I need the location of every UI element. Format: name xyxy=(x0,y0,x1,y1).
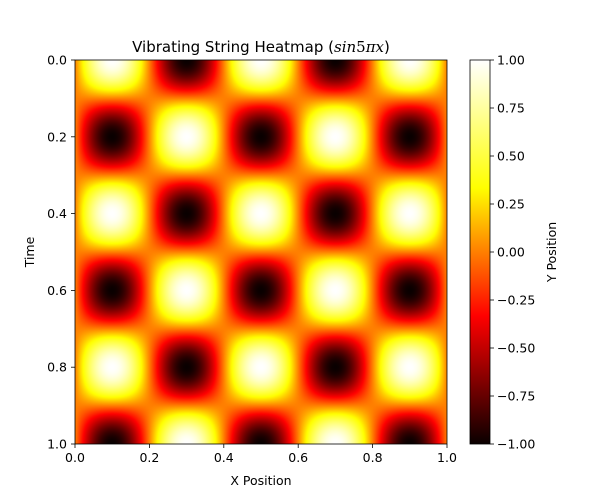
y-tick-label: 0.6 xyxy=(47,283,67,298)
colorbar xyxy=(469,59,491,445)
colorbar-tick-label: −0.50 xyxy=(497,341,535,356)
heatmap-plot-area xyxy=(74,59,448,445)
title-prefix: Vibrating String Heatmap ( xyxy=(132,38,334,56)
x-tick-label: 0.6 xyxy=(288,450,308,465)
x-tick-label: 0.8 xyxy=(363,450,383,465)
x-tick-label: 0.4 xyxy=(214,450,234,465)
colorbar-gradient-bar xyxy=(470,60,490,444)
colorbar-tick-label: −1.00 xyxy=(497,437,535,452)
y-tick-label: 0.8 xyxy=(47,360,67,375)
heatmap-image xyxy=(75,60,447,444)
y-axis-ticks: 0.0 0.2 0.4 0.6 0.8 1.0 xyxy=(47,53,75,452)
y-tick-label: 0.4 xyxy=(47,206,67,221)
title-math-sin: sin xyxy=(334,38,356,56)
title-math-pix: πx xyxy=(365,38,385,56)
plot-frame xyxy=(74,59,448,445)
y-tick-label: 0.0 xyxy=(47,53,67,68)
title-suffix: ) xyxy=(384,38,390,56)
x-axis-ticks: 0.0 0.2 0.4 0.6 0.8 1.0 xyxy=(65,444,457,465)
colorbar-tick-label: −0.25 xyxy=(497,293,535,308)
x-tick-label: 0.2 xyxy=(139,450,159,465)
colorbar-tick-label: 0.50 xyxy=(497,149,525,164)
x-tick-label: 1.0 xyxy=(437,450,457,465)
colorbar-tick-label: 0.00 xyxy=(497,245,525,260)
y-axis-label: Time xyxy=(22,236,37,268)
x-axis-label: X Position xyxy=(230,473,291,488)
x-tick-label: 0.0 xyxy=(65,450,85,465)
chart-title: Vibrating String Heatmap (sin5πx) xyxy=(132,38,390,56)
colorbar-tick-label: 0.25 xyxy=(497,197,525,212)
colorbar-tick-label: 1.00 xyxy=(497,53,525,68)
colorbar-label: Y Position xyxy=(544,222,559,283)
colorbar-tick-label: 0.75 xyxy=(497,101,525,116)
y-tick-label: 1.0 xyxy=(47,437,67,452)
colorbar-ticks: −1.00 −0.75 −0.50 −0.25 0.00 0.25 0.50 0.75 1.00 xyxy=(490,53,535,452)
colorbar-tick-label: −0.75 xyxy=(497,389,535,404)
y-tick-label: 0.2 xyxy=(47,129,67,144)
title-math-five: 5 xyxy=(356,38,366,56)
